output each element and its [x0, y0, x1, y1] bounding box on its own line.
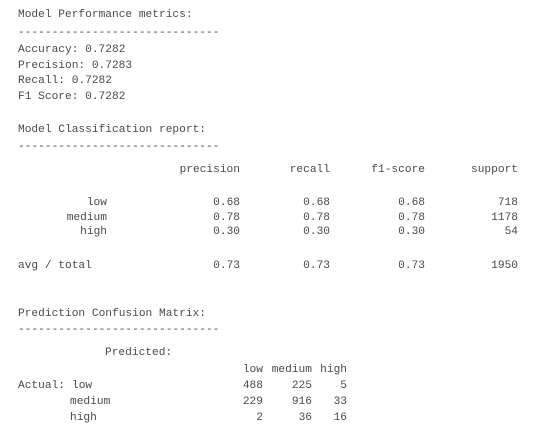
axis-label: Predicted:	[105, 347, 173, 359]
metric-value: 0.7282	[85, 44, 126, 56]
section-title: Model Performance metrics:	[18, 9, 193, 21]
metric-label: Recall:	[18, 75, 65, 87]
cell: 36	[298, 412, 312, 424]
cell: 0.30	[398, 226, 425, 238]
metric-value: 0.7282	[71, 75, 112, 87]
cell: 1178	[491, 211, 518, 224]
cell: 0.78	[303, 211, 330, 224]
row-label: high	[70, 412, 97, 424]
cell: 16	[333, 412, 347, 424]
cell: 0.78	[213, 211, 240, 224]
axis-label: Actual:	[18, 380, 65, 392]
metric-label: F1 Score:	[18, 90, 79, 103]
column-header: recall	[289, 164, 330, 176]
cell: 33	[333, 396, 347, 408]
cell: 1950	[491, 260, 518, 272]
cell: 54	[504, 226, 518, 238]
cell: 2	[256, 412, 263, 424]
cell: 0.78	[398, 211, 425, 224]
column-header: medium	[271, 364, 312, 376]
cell: 0.68	[213, 197, 240, 209]
cell: 0.73	[213, 260, 240, 272]
column-header: high	[320, 364, 347, 376]
metric-value: 0.7283	[91, 59, 133, 72]
column-header: precision	[179, 164, 240, 176]
row-label: medium	[66, 211, 107, 224]
column-header: low	[242, 364, 263, 376]
cell: 718	[497, 197, 518, 209]
cell: 0.73	[398, 260, 425, 272]
cell: 0.30	[303, 226, 330, 238]
column-header: support	[471, 164, 518, 176]
cell: 0.68	[398, 197, 425, 209]
cell: 0.68	[303, 197, 330, 209]
cell: 229	[242, 396, 263, 408]
separator: ------------------------------	[18, 27, 220, 39]
section-title: Prediction Confusion Matrix:	[18, 308, 206, 320]
separator: ------------------------------	[18, 141, 220, 153]
cell: 5	[340, 380, 347, 392]
metric-label: Precision:	[18, 59, 86, 72]
column-header: f1-score	[371, 164, 425, 176]
metric-label: Accuracy:	[18, 44, 79, 56]
cell: 225	[291, 380, 312, 392]
row-label: low	[72, 380, 93, 392]
separator: ------------------------------	[18, 324, 220, 336]
section-title: Model Classification report:	[18, 124, 206, 136]
row-label: low	[86, 197, 107, 209]
row-label: avg / total	[18, 260, 92, 272]
row-label: high	[80, 226, 107, 238]
cell: 0.30	[213, 226, 240, 238]
cell: 488	[242, 380, 263, 392]
metric-value: 0.7282	[85, 90, 126, 103]
row-label: medium	[70, 396, 111, 408]
cell: 916	[291, 396, 312, 408]
cell: 0.73	[303, 260, 330, 272]
